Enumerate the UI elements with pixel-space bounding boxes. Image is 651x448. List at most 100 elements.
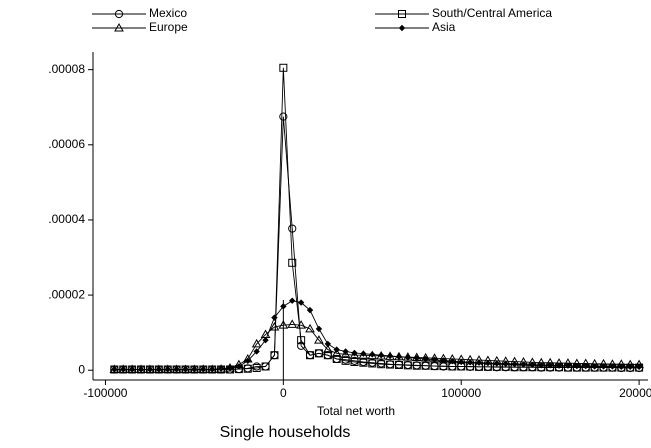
marker bbox=[271, 314, 278, 321]
marker bbox=[200, 366, 207, 373]
marker bbox=[404, 354, 412, 361]
marker bbox=[360, 350, 367, 357]
y-tick-label: .00006 bbox=[48, 137, 85, 151]
marker bbox=[591, 363, 598, 370]
marker bbox=[314, 335, 324, 344]
marker bbox=[270, 351, 279, 360]
x-tick-label: 0 bbox=[280, 386, 287, 400]
marker bbox=[137, 366, 145, 373]
marker bbox=[609, 363, 616, 370]
marker bbox=[627, 363, 634, 371]
marker bbox=[475, 359, 483, 366]
y-tick-label: .00008 bbox=[48, 62, 85, 76]
marker bbox=[458, 358, 465, 366]
marker bbox=[369, 351, 376, 358]
marker bbox=[208, 366, 216, 373]
marker bbox=[287, 319, 298, 328]
marker bbox=[635, 363, 643, 371]
marker bbox=[493, 360, 501, 367]
marker bbox=[466, 359, 474, 366]
marker bbox=[538, 362, 545, 369]
marker bbox=[322, 344, 333, 354]
marker bbox=[114, 9, 124, 19]
marker bbox=[261, 362, 270, 371]
marker bbox=[368, 359, 377, 368]
marker bbox=[323, 351, 332, 360]
marker bbox=[386, 360, 395, 369]
marker bbox=[502, 360, 509, 368]
marker bbox=[173, 366, 180, 373]
marker bbox=[288, 224, 297, 233]
marker bbox=[306, 306, 314, 314]
marker bbox=[262, 336, 269, 344]
marker bbox=[314, 349, 323, 358]
marker bbox=[555, 362, 563, 369]
marker bbox=[279, 63, 288, 72]
marker bbox=[349, 350, 360, 359]
marker bbox=[398, 10, 406, 18]
y-tick-label: .00002 bbox=[48, 287, 85, 301]
marker bbox=[421, 361, 430, 370]
marker bbox=[394, 360, 403, 369]
marker bbox=[331, 348, 342, 357]
marker bbox=[279, 112, 288, 121]
marker bbox=[297, 336, 306, 345]
marker bbox=[398, 24, 406, 32]
marker bbox=[484, 359, 492, 367]
marker bbox=[403, 361, 412, 370]
marker bbox=[280, 303, 287, 310]
marker bbox=[359, 358, 368, 367]
marker bbox=[333, 346, 340, 353]
marker bbox=[395, 353, 403, 360]
marker bbox=[546, 362, 554, 369]
marker bbox=[529, 361, 536, 369]
marker bbox=[114, 22, 124, 32]
marker bbox=[520, 361, 527, 368]
marker bbox=[340, 349, 351, 358]
marker bbox=[413, 355, 420, 362]
marker bbox=[305, 323, 315, 333]
marker bbox=[332, 354, 341, 363]
marker bbox=[226, 364, 234, 372]
marker bbox=[253, 348, 260, 355]
legend-label: South/Central America bbox=[432, 6, 552, 20]
marker bbox=[289, 297, 296, 304]
marker bbox=[412, 361, 421, 370]
marker bbox=[243, 364, 252, 373]
marker bbox=[440, 357, 447, 364]
x-tick-label: 100000 bbox=[441, 386, 481, 400]
marker bbox=[573, 362, 581, 370]
marker bbox=[377, 360, 386, 369]
y-tick-label: 0 bbox=[78, 362, 85, 376]
marker bbox=[377, 351, 385, 359]
y-tick-label: .00004 bbox=[48, 212, 85, 226]
marker bbox=[422, 355, 429, 363]
marker bbox=[315, 325, 323, 333]
marker bbox=[251, 338, 262, 348]
marker bbox=[564, 362, 572, 369]
marker bbox=[449, 358, 456, 365]
marker bbox=[618, 363, 625, 371]
marker bbox=[297, 299, 305, 306]
marker bbox=[306, 351, 315, 360]
marker bbox=[351, 349, 358, 357]
marker bbox=[182, 366, 189, 373]
marker bbox=[164, 366, 171, 373]
marker bbox=[278, 320, 289, 329]
marker bbox=[217, 365, 225, 372]
marker bbox=[431, 356, 438, 363]
legend-label: Mexico bbox=[149, 6, 187, 20]
marker bbox=[111, 366, 118, 373]
marker bbox=[155, 366, 163, 373]
marker bbox=[244, 357, 251, 365]
marker bbox=[252, 363, 261, 372]
marker bbox=[324, 340, 332, 348]
marker bbox=[269, 322, 280, 331]
marker bbox=[296, 320, 306, 329]
marker bbox=[235, 363, 243, 370]
x-axis-title: Total net worth bbox=[317, 404, 395, 418]
marker bbox=[582, 362, 589, 370]
caption: Single households bbox=[220, 424, 351, 441]
